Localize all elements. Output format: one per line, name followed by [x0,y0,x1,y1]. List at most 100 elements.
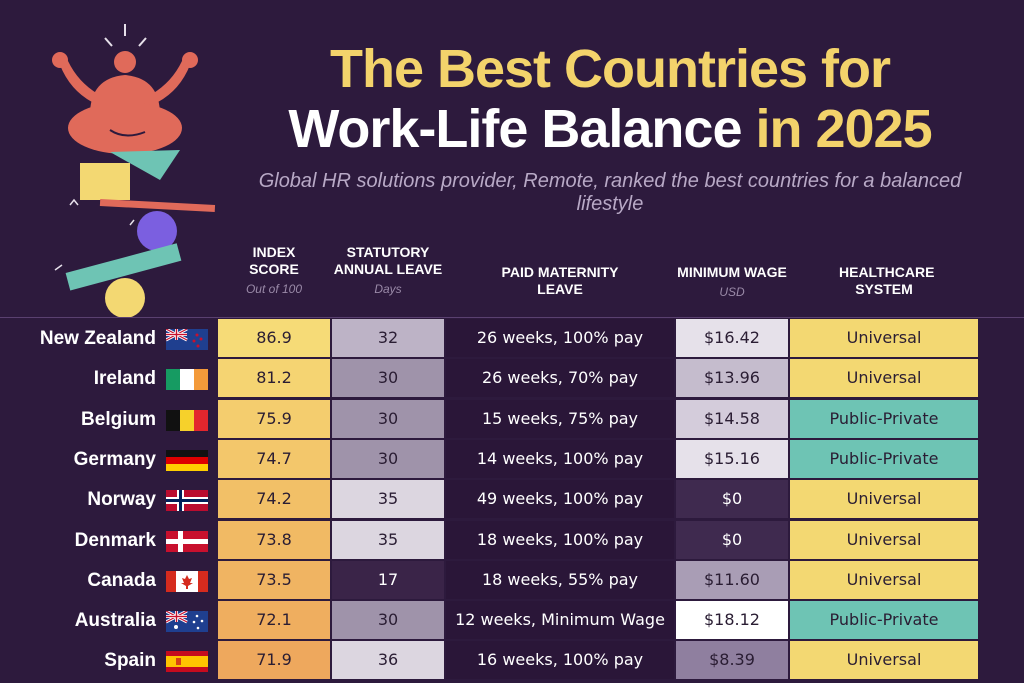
minimum-wage-cell: $8.39 [676,641,788,680]
healthcare-cell: Public-Private [790,439,978,478]
header-divider [0,317,1024,318]
annual-leave-cell: 32 [332,319,444,357]
triangle-shape-icon [110,150,180,180]
plank-shape-icon [99,199,216,213]
minimum-wage-cell: $16.42 [676,319,788,357]
header-minimum-wage-sub: USD [719,285,745,299]
table-row: Ireland 81.2 30 26 weeks, 70% pay $13.96 Univ… [0,359,1024,399]
index-score-cell: 71.9 [218,641,330,680]
healthcare-cell: Universal [790,641,978,680]
maternity-leave-cell: 26 weeks, 70% pay [446,359,674,398]
country-name: Spain [104,650,156,672]
belgium-flag-icon [166,409,208,431]
header-index-score-sub: Out of 100 [245,282,303,296]
header-healthcare-label: HEALTHCARE SYSTEM [839,264,935,297]
healthcare-cell: Universal [790,359,978,398]
table-row: Norway 74.2 35 49 weeks, 100% pay $0 Universa… [0,480,1024,520]
annual-leave-cell: 36 [332,641,444,680]
germany-flag-icon [166,449,208,471]
minimum-wage-cell: $13.96 [676,359,788,398]
index-score-cell: 73.8 [218,520,330,559]
sparkle-lines-icon [104,24,147,47]
country-name: Australia [74,610,156,632]
healthcare-cell: Public-Private [790,601,978,640]
ireland-flag-icon [166,369,208,391]
purple-circle-icon [137,211,177,251]
header-maternity-leave: PAID MATERNITY LEAVE [446,264,674,298]
healthcare-cell: Universal [790,319,978,357]
minimum-wage-cell: $15.16 [676,439,788,478]
annual-leave-cell: 30 [332,359,444,398]
index-score-cell: 86.9 [218,319,330,357]
spain-flag-icon [166,651,208,673]
meditation-illustration [52,24,216,318]
table-row: Spain 71.9 36 16 weeks, 100% pay $8.39 Univer… [0,641,1024,681]
country-name: Germany [73,448,156,470]
minimum-wage-cell: $18.12 [676,601,788,640]
minimum-wage-cell: $0 [676,520,788,559]
table-row: Canada 73.5 17 18 weeks, 55% pay $11.60 Unive… [0,560,1024,601]
maternity-leave-cell: 26 weeks, 100% pay [446,319,674,357]
norway-flag-icon [166,490,208,512]
maternity-leave-cell: 14 weeks, 100% pay [446,439,674,478]
annual-leave-cell: 30 [332,601,444,640]
country-name: Belgium [81,408,156,430]
table-row: Denmark 73.8 35 18 weeks, 100% pay $0 Univers… [0,520,1024,561]
minimum-wage-cell: $0 [676,480,788,519]
country-name: Denmark [74,529,156,551]
title-year: in 2025 [741,99,933,159]
maternity-leave-cell: 15 weeks, 75% pay [446,399,674,438]
annual-leave-cell: 30 [332,439,444,478]
title-line-1: The Best Countries for [329,39,891,99]
healthcare-cell: Universal [790,520,978,559]
country-name: Canada [87,569,156,591]
country-name: New Zealand [39,328,156,349]
maternity-leave-cell: 49 weeks, 100% pay [446,480,674,519]
maternity-leave-cell: 12 weeks, Minimum Wage [446,601,674,640]
healthcare-cell: Universal [790,480,978,519]
header-index-score: INDEX SCORE Out of 100 [218,244,330,298]
index-score-cell: 81.2 [218,359,330,398]
canada-flag-icon [166,570,208,592]
header-minimum-wage-label: MINIMUM WAGE [677,264,787,280]
country-name: Norway [87,489,156,511]
header-index-score-label: INDEX SCORE [249,244,299,277]
teal-bar-icon [65,243,182,291]
australia-flag-icon [166,611,208,633]
header-minimum-wage: MINIMUM WAGE USD [676,264,788,301]
square-shape-icon [80,163,130,200]
annual-leave-cell: 30 [332,399,444,438]
index-score-cell: 74.7 [218,439,330,478]
header-annual-leave-label: STATUTORY ANNUAL LEAVE [333,244,443,277]
table-row: Australia 72.1 30 12 weeks, Minimum Wage $18… [0,601,1024,641]
table-row: New Zealand 86.9 32 26 weeks, 100% pay $16.4… [0,319,1024,359]
index-score-cell: 73.5 [218,560,330,599]
annual-leave-cell: 17 [332,560,444,599]
title-line-2: Work-Life Balance in 2025 [250,98,970,160]
table-row: Germany 74.7 30 14 weeks, 100% pay $15.16 Pub… [0,439,1024,480]
annual-leave-cell: 35 [332,520,444,559]
new-zealand-flag-icon [166,329,208,350]
header-healthcare: HEALTHCARE SYSTEM [790,264,978,298]
country-name: Ireland [93,368,156,390]
healthcare-cell: Universal [790,560,978,599]
minimum-wage-cell: $14.58 [676,399,788,438]
yellow-circle-icon [105,278,145,318]
healthcare-cell: Public-Private [790,399,978,438]
maternity-leave-cell: 18 weeks, 55% pay [446,560,674,599]
subtitle: Global HR solutions provider, Remote, ra… [258,170,962,215]
index-score-cell: 74.2 [218,480,330,519]
index-score-cell: 72.1 [218,601,330,640]
maternity-leave-cell: 16 weeks, 100% pay [446,641,674,680]
meditating-person-icon [52,51,198,154]
title-main: Work-Life Balance [288,99,742,159]
maternity-leave-cell: 18 weeks, 100% pay [446,520,674,559]
header-annual-leave-sub: Days [374,282,402,296]
table-row: Belgium 75.9 30 15 weeks, 75% pay $14.58 Publ… [0,399,1024,440]
annual-leave-cell: 35 [332,480,444,519]
denmark-flag-icon [166,530,208,552]
header-maternity-label: PAID MATERNITY LEAVE [501,264,619,297]
minimum-wage-cell: $11.60 [676,560,788,599]
index-score-cell: 75.9 [218,399,330,438]
header-annual-leave: STATUTORY ANNUAL LEAVE Days [332,244,444,298]
